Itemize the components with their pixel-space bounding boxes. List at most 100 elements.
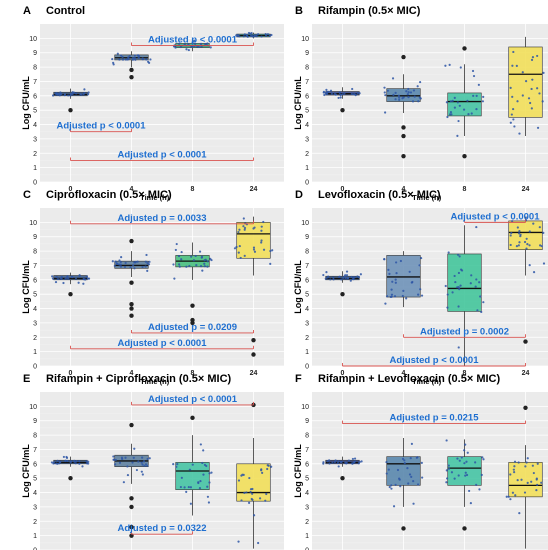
data-point: [247, 501, 251, 505]
data-point: [137, 460, 140, 463]
data-point: [419, 288, 422, 291]
data-point: [410, 475, 413, 478]
data-point: [519, 233, 522, 236]
data-point: [208, 472, 211, 475]
data-point: [235, 245, 238, 249]
data-point: [260, 468, 263, 471]
box-8h: [444, 225, 485, 366]
data-point: [412, 480, 415, 483]
data-point: [173, 277, 176, 280]
annotation-label: Adjusted p = 0.0215: [390, 413, 480, 424]
data-point: [339, 96, 342, 99]
data-point: [340, 278, 343, 281]
data-point: [453, 477, 456, 480]
data-point: [456, 101, 459, 104]
data-point: [206, 485, 209, 488]
data-point: [81, 465, 84, 468]
y-tick-label: 5: [33, 108, 37, 115]
data-point: [448, 63, 451, 66]
data-point: [417, 293, 420, 296]
y-tick-label: 9: [33, 234, 37, 241]
data-point: [119, 265, 123, 268]
data-point: [345, 270, 349, 273]
data-point: [346, 277, 349, 280]
data-point: [466, 99, 469, 102]
data-point: [509, 86, 512, 89]
data-point: [185, 490, 188, 493]
data-point: [74, 277, 78, 280]
data-point: [257, 541, 260, 545]
data-point: [536, 87, 539, 90]
data-point: [517, 244, 520, 247]
x-axis-label: Time (h): [412, 193, 442, 202]
data-point: [141, 57, 144, 60]
data-point: [54, 280, 58, 284]
data-point: [269, 262, 272, 265]
data-point: [73, 460, 76, 463]
data-point: [505, 495, 508, 498]
data-point: [448, 113, 452, 116]
x-tick-label: 24: [522, 186, 530, 193]
data-point: [149, 58, 152, 61]
data-point: [148, 260, 151, 263]
y-tick-label: 2: [305, 519, 309, 526]
data-point: [330, 92, 333, 95]
data-point: [409, 91, 413, 94]
data-point: [477, 83, 480, 86]
data-point: [264, 499, 267, 502]
data-point: [344, 277, 347, 280]
data-point: [345, 274, 349, 277]
y-tick-label: 0: [33, 364, 37, 371]
data-point: [524, 80, 528, 83]
data-point: [175, 242, 178, 246]
y-tick-label: 8: [33, 65, 37, 72]
data-point: [64, 459, 67, 462]
data-point: [444, 64, 447, 67]
outlier-point: [401, 153, 406, 159]
box-iqr: [175, 462, 210, 490]
data-point: [447, 251, 450, 254]
data-point: [133, 261, 136, 264]
data-point: [203, 463, 207, 466]
data-point: [412, 502, 415, 505]
y-tick-label: 6: [305, 461, 309, 468]
y-tick-label: 7: [305, 79, 309, 86]
data-point: [326, 460, 329, 463]
data-point: [137, 54, 140, 57]
data-point: [478, 281, 481, 284]
significance-annotation: Adjusted p = 0.0322: [118, 523, 206, 535]
significance-annotation: Adjusted p < 0.0001: [70, 338, 254, 350]
data-point: [209, 257, 212, 260]
significance-annotation: Adjusted p < 0.0001: [342, 355, 526, 367]
data-point: [253, 250, 257, 253]
data-point: [79, 93, 82, 96]
data-point: [416, 85, 419, 88]
outlier-point: [129, 306, 134, 311]
data-point: [464, 471, 467, 474]
data-point: [241, 473, 244, 476]
data-point: [134, 58, 137, 61]
data-point: [260, 241, 263, 244]
data-point: [337, 465, 340, 468]
data-point: [457, 119, 460, 123]
data-point: [132, 264, 135, 267]
significance-annotation: Adjusted p < 0.0001: [57, 121, 146, 133]
outlier-point: [129, 67, 134, 73]
data-point: [383, 86, 386, 89]
y-axis-label: Log CFU/mL: [293, 260, 303, 314]
data-point: [87, 91, 90, 94]
data-point: [456, 134, 459, 138]
data-point: [481, 100, 485, 103]
data-point: [465, 473, 469, 477]
data-point: [87, 460, 90, 463]
data-point: [237, 230, 240, 234]
data-point: [119, 260, 122, 264]
data-point: [84, 278, 87, 281]
significance-annotation: Adjusted p = 0.0215: [342, 413, 526, 425]
x-tick-label: 8: [463, 370, 467, 377]
data-point: [524, 465, 527, 468]
data-point: [187, 43, 190, 46]
data-point: [199, 443, 202, 446]
data-point: [175, 465, 178, 468]
